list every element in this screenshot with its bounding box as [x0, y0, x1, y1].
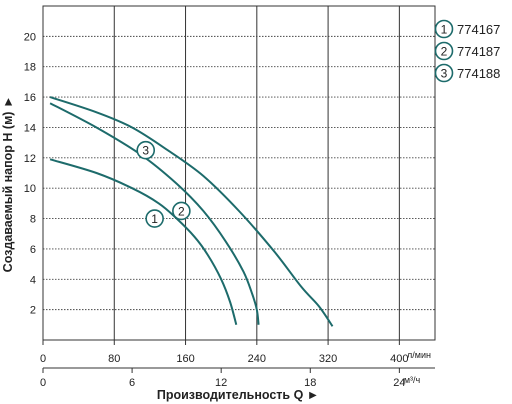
y-axis-title: Создаваемый напор H (м) ► — [1, 96, 15, 273]
x-axis-secondary: 0 6 12 18 24 — [40, 367, 435, 389]
y-tick-label: 16 — [24, 92, 36, 104]
x-unit-label: л/мин — [407, 350, 431, 360]
x-tick-label: 80 — [108, 353, 120, 365]
legend-label: 774188 — [457, 66, 500, 81]
legend-marker — [434, 41, 454, 61]
series-marker-774188 — [136, 140, 156, 160]
x2-tick-label: 24 — [393, 377, 405, 389]
legend-marker-label: 3 — [441, 66, 448, 80]
y-tick-label: 12 — [24, 153, 36, 165]
x-tick-label: 400 — [390, 353, 408, 365]
x-tick-label: 240 — [248, 353, 266, 365]
series-marker-label: 2 — [178, 204, 185, 218]
series-marker-774187 — [172, 201, 191, 221]
x-tick-label: 160 — [176, 353, 194, 365]
series-line-774187 — [49, 102, 260, 325]
legend-marker — [434, 63, 454, 83]
series-marker-label: 1 — [151, 212, 158, 226]
legend: 1 774167 2 774187 3 774188 — [434, 19, 500, 83]
x2-tick-label: 18 — [304, 377, 316, 389]
series-marker-label: 3 — [142, 144, 149, 158]
legend-label: 774167 — [457, 22, 500, 37]
series-marker-774167 — [145, 209, 164, 228]
x2-tick-label: 0 — [40, 377, 46, 389]
plot-frame — [42, 5, 436, 341]
x-axis-title: Производительность Q ► — [157, 388, 319, 402]
x-axis-primary: 0 80 160 240 320 400 — [40, 340, 409, 365]
y-tick-label: 20 — [24, 31, 36, 43]
x2-tick-label: 6 — [129, 377, 135, 389]
y-tick-label: 8 — [30, 214, 36, 226]
y-axis: 2 4 6 8 10 12 14 16 18 20 — [24, 31, 36, 316]
y-tick-label: 4 — [30, 274, 36, 286]
y-tick-label: 10 — [24, 183, 36, 195]
series-line-774188 — [49, 96, 334, 327]
legend-marker-label: 2 — [441, 44, 448, 58]
series-layer: 1 2 3 — [49, 96, 334, 327]
x-tick-label: 320 — [319, 353, 337, 365]
x-tick-label: 0 — [40, 353, 46, 365]
x2-tick-label: 12 — [215, 377, 227, 389]
legend-label: 774187 — [457, 44, 500, 59]
series-line-774167 — [49, 158, 238, 326]
legend-marker-label: 1 — [441, 22, 448, 36]
y-tick-label: 6 — [30, 244, 36, 256]
y-tick-label: 2 — [30, 305, 36, 317]
y-tick-label: 14 — [24, 122, 36, 134]
grid — [43, 6, 435, 340]
y-tick-label: 18 — [24, 62, 36, 74]
x2-unit-label: м³/ч — [404, 375, 421, 385]
legend-marker — [434, 19, 454, 39]
